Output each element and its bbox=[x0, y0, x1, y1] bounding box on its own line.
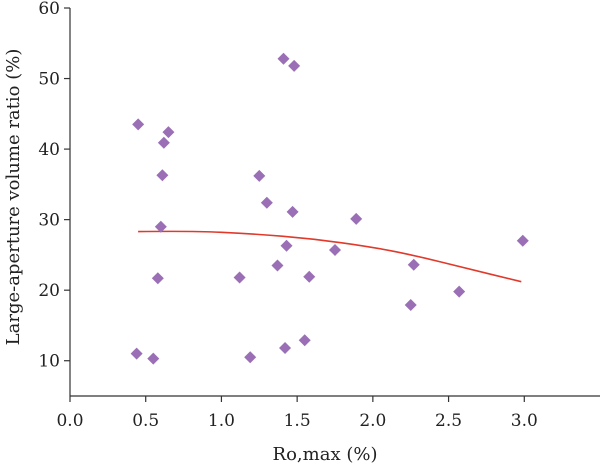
data-point bbox=[154, 220, 167, 233]
data-point bbox=[286, 205, 299, 218]
data-point bbox=[130, 347, 143, 360]
data-point bbox=[288, 59, 301, 72]
data-point bbox=[147, 352, 160, 365]
data-point bbox=[156, 169, 169, 182]
axes bbox=[69, 8, 600, 397]
data-point bbox=[157, 136, 170, 149]
data-point bbox=[277, 52, 290, 65]
x-tick-label: 3.0 bbox=[511, 411, 538, 431]
data-point bbox=[279, 342, 292, 355]
data-point bbox=[260, 196, 273, 209]
data-point bbox=[132, 118, 145, 131]
x-tick-label: 0.5 bbox=[132, 411, 159, 431]
x-tick-label: 2.0 bbox=[359, 411, 386, 431]
y-tick-label: 50 bbox=[38, 70, 60, 90]
data-point bbox=[407, 258, 420, 271]
data-point bbox=[329, 243, 341, 256]
data-point bbox=[244, 351, 257, 364]
y-axis-ticks: 10 20 30 40 50 60 bbox=[38, 0, 70, 372]
x-tick-label: 2.5 bbox=[435, 411, 462, 431]
data-point bbox=[233, 271, 246, 284]
data-point bbox=[303, 270, 316, 283]
x-tick-label: 1.0 bbox=[208, 411, 235, 431]
data-point bbox=[453, 285, 466, 298]
y-axis-title: Large-aperture volume ratio (%) bbox=[3, 49, 24, 346]
data-point bbox=[280, 239, 293, 252]
data-point bbox=[350, 212, 363, 225]
data-points bbox=[130, 52, 529, 365]
x-tick-label: 1.5 bbox=[284, 411, 311, 431]
x-tick-label: 0.0 bbox=[56, 411, 83, 431]
data-point bbox=[162, 126, 175, 139]
data-point bbox=[271, 259, 284, 272]
y-tick-label: 10 bbox=[38, 352, 60, 372]
y-tick-label: 20 bbox=[38, 281, 60, 301]
data-point bbox=[404, 298, 417, 311]
y-tick-label: 40 bbox=[38, 140, 60, 160]
y-tick-label: 30 bbox=[38, 211, 60, 231]
x-axis-title: Ro,max (%) bbox=[273, 444, 378, 465]
y-tick-label: 60 bbox=[38, 0, 60, 19]
data-point bbox=[253, 169, 266, 182]
data-point bbox=[516, 234, 529, 247]
data-point bbox=[298, 334, 311, 347]
data-point bbox=[151, 272, 164, 285]
trend-line bbox=[138, 230, 522, 283]
x-axis-ticks: 0.0 0.5 1.0 1.5 2.0 2.5 3.0 bbox=[56, 396, 538, 431]
